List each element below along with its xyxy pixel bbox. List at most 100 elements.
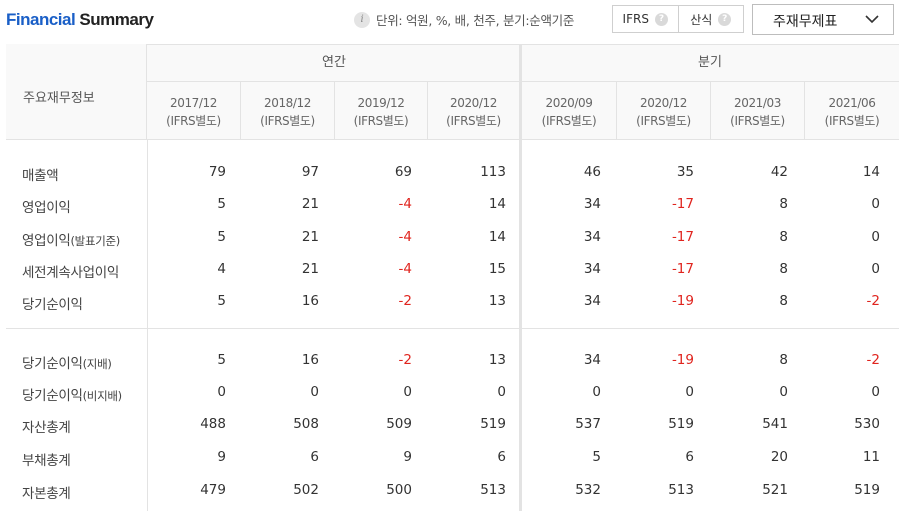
section-divider: [6, 328, 899, 329]
unit-text: 단위: 억원, %, 배, 천주, 분기:순액기준: [376, 13, 575, 28]
question-icon[interactable]: ?: [718, 12, 732, 26]
row-label: 세전계속사업이익: [22, 261, 119, 281]
period-date: 2021/06: [828, 96, 876, 110]
period-basis: (IFRS별도): [446, 114, 501, 128]
cell-value: 34: [583, 293, 601, 309]
period-header: 2020/12 (IFRS별도): [616, 82, 710, 140]
cell-value: 532: [575, 482, 601, 498]
table-row: 자본총계 479 502 500 513 532 513 521 519: [6, 474, 899, 507]
cell-value: 0: [779, 384, 788, 400]
cell-value: 8: [779, 229, 788, 245]
page-title: Financial Summary: [6, 10, 154, 30]
cell-value: 0: [310, 384, 319, 400]
row-label-text: 자본총계: [22, 486, 71, 502]
cell-value: 502: [293, 482, 319, 498]
row-label-suffix: (비지배): [82, 389, 123, 403]
cell-value: 0: [871, 384, 880, 400]
period-header: 2020/09 (IFRS별도): [522, 82, 616, 140]
period-header: 2021/03 (IFRS별도): [710, 82, 804, 140]
period-basis: (IFRS별도): [353, 114, 409, 128]
group-quarter: 분기: [521, 44, 899, 82]
cell-value: 8: [779, 261, 788, 277]
row-label-text: 당기순이익: [22, 356, 83, 372]
cell-value: 9: [403, 449, 412, 465]
cell-value: 42: [770, 164, 788, 180]
toggle-ifrs[interactable]: IFRS ?: [613, 6, 678, 32]
table-row: 영업이익 5 21 -4 14 34 -17 8 0: [6, 188, 899, 221]
cell-value: 34: [583, 229, 601, 245]
cell-value: -2: [866, 293, 880, 309]
cell-value: -4: [398, 196, 412, 212]
cell-value: 11: [862, 449, 880, 465]
question-icon[interactable]: ?: [654, 12, 668, 26]
cell-value: 5: [217, 352, 226, 368]
statement-select-value: 주재무제표: [773, 14, 838, 30]
cell-value: 519: [854, 482, 880, 498]
label-header-text: 주요재무정보: [23, 91, 95, 106]
period-header: 2020/12 (IFRS별도): [427, 82, 519, 140]
cell-value: 6: [497, 449, 506, 465]
cell-value: -2: [866, 352, 880, 368]
cell-value: -4: [398, 229, 412, 245]
cell-value: 13: [488, 352, 506, 368]
row-label: 매출액: [22, 164, 59, 184]
period-date: 2017/12: [169, 96, 218, 110]
period-header: 2021/06 (IFRS별도): [804, 82, 899, 140]
period-date: 2021/03: [733, 96, 782, 110]
row-label: 자산총계: [22, 416, 71, 436]
cell-value: 479: [200, 482, 226, 498]
cell-value: 46: [583, 164, 601, 180]
row-label-text: 세전계속사업이익: [22, 265, 119, 281]
cell-value: 509: [386, 416, 412, 432]
cell-value: 6: [310, 449, 319, 465]
cell-value: 0: [497, 384, 506, 400]
row-label-text: 부채총계: [22, 453, 71, 469]
row-label-text: 매출액: [22, 168, 59, 184]
cell-value: 8: [779, 352, 788, 368]
cell-value: 21: [301, 261, 319, 277]
cell-value: 35: [676, 164, 694, 180]
cell-value: 6: [685, 449, 694, 465]
table-row: 부채총계 9 6 9 6 5 6 20 11: [6, 441, 899, 474]
cell-value: 0: [592, 384, 601, 400]
table-row: 당기순이익 5 16 -2 13 34 -19 8 -2: [6, 285, 899, 318]
cell-value: 488: [200, 416, 226, 432]
cell-value: 113: [480, 164, 506, 180]
cell-value: 8: [779, 196, 788, 212]
info-icon[interactable]: i: [354, 11, 370, 28]
cell-value: -19: [671, 352, 694, 368]
title-part-summary: Summary: [79, 10, 154, 29]
cell-value: -17: [671, 196, 694, 212]
cell-value: 79: [208, 164, 226, 180]
row-label-text: 당기순이익: [22, 297, 83, 313]
cell-value: 521: [762, 482, 788, 498]
toggle-formula-label: 산식: [690, 12, 713, 27]
table-row: 매출액 79 97 69 113 46 35 42 14: [6, 156, 899, 189]
label-column-header: 주요재무정보: [6, 44, 147, 140]
cell-value: 34: [583, 196, 601, 212]
row-label-text: 영업이익: [22, 200, 71, 216]
cell-value: 14: [862, 164, 880, 180]
period-basis: (IFRS별도): [730, 114, 785, 128]
table-row: 자산총계 488 508 509 519 537 519 541 530: [6, 408, 899, 441]
period-basis: (IFRS별도): [166, 114, 221, 128]
period-basis: (IFRS별도): [541, 114, 597, 128]
row-label: 영업이익: [22, 196, 71, 216]
period-basis: (IFRS별도): [636, 114, 691, 128]
cell-value: 5: [217, 293, 226, 309]
cell-value: 13: [488, 293, 506, 309]
cell-value: 14: [488, 196, 506, 212]
row-label: 당기순이익: [22, 293, 83, 313]
cell-value: 513: [668, 482, 694, 498]
cell-value: 4: [217, 261, 226, 277]
statement-select[interactable]: 주재무제표: [752, 4, 894, 35]
cell-value: 0: [871, 229, 880, 245]
row-label-suffix: (지배): [82, 357, 112, 371]
cell-value: 9: [217, 449, 226, 465]
table-header-groups: [6, 44, 899, 82]
cell-value: 0: [871, 261, 880, 277]
toggle-formula[interactable]: 산식 ?: [677, 6, 744, 32]
cell-value: 34: [583, 352, 601, 368]
cell-value: 508: [293, 416, 319, 432]
cell-value: -2: [398, 352, 412, 368]
